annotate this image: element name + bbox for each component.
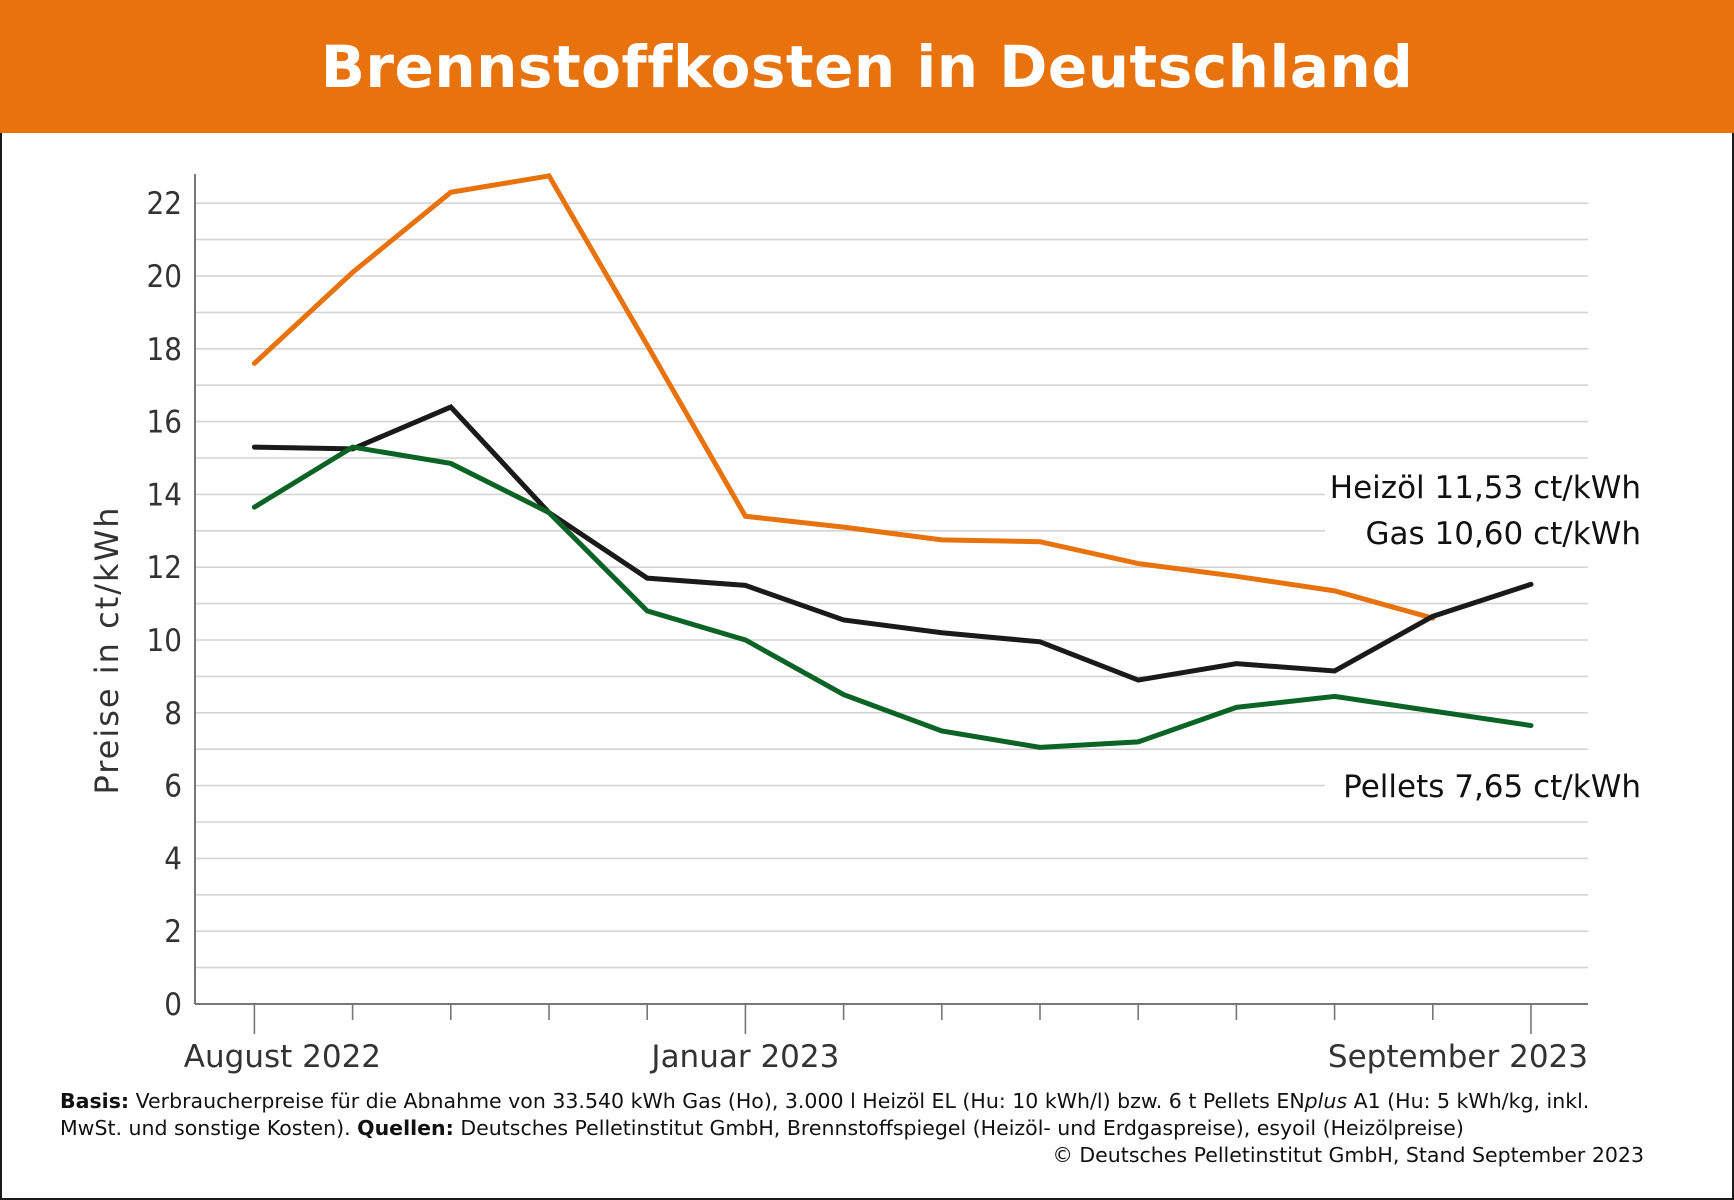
x-tick-label: August 2022 (184, 1039, 381, 1075)
chart-title: Brennstoffkosten in Deutschland (320, 32, 1414, 101)
y-tick-labels: 0 2 4 6 8 10 12 14 16 18 20 22 (147, 186, 182, 1023)
basis-text: Verbraucherpreise für die Abnahme von 33… (129, 1089, 1305, 1113)
label-background (1325, 765, 1645, 807)
series-lines (251, 173, 1534, 750)
y-tick-label: 12 (147, 550, 182, 586)
footer-basis: Basis: Verbraucherpreise für die Abnahme… (60, 1088, 1644, 1142)
label-background (1325, 512, 1645, 554)
y-tick-label: 8 (164, 696, 182, 732)
gridlines (195, 202, 1588, 969)
series-end-label: Heizöl 11,53 ct/kWh (1330, 470, 1641, 506)
axes (194, 174, 1588, 1005)
y-axis-label: Preise in ct/kWh (88, 505, 126, 794)
sources-text: Deutsches Pelletinstitut GmbH, Brennstof… (453, 1116, 1464, 1140)
series-end-labels: Gas 10,60 ct/kWh Heizöl 11,53 ct/kWh Pelle… (1325, 466, 1645, 807)
sources-label: Quellen: (357, 1116, 454, 1140)
y-tick-label: 6 (164, 769, 182, 805)
y-tick-label: 22 (147, 186, 182, 222)
x-ticks: August 2022 Januar 2023 September 2023 (184, 1004, 1588, 1075)
footer: Basis: Verbraucherpreise für die Abnahme… (60, 1088, 1644, 1169)
basis-text-2: A1 (Hu: 5 kWh/kg, inkl. MwSt. und sonsti… (60, 1089, 1590, 1140)
copyright: © Deutsches Pelletinstitut GmbH, Stand S… (1052, 1143, 1644, 1167)
y-tick-label: 18 (147, 332, 182, 368)
y-tick-label: 2 (164, 914, 182, 950)
y-tick-label: 16 (147, 405, 182, 441)
label-background (1325, 466, 1645, 508)
y-tick-label: 4 (164, 841, 182, 877)
y-tick-label: 14 (147, 477, 182, 513)
title-bar: Brennstoffkosten in Deutschland (0, 0, 1734, 133)
series-line-gas (251, 173, 1436, 621)
series-line-heizl (251, 404, 1534, 683)
y-tick-label: 10 (147, 623, 182, 659)
series-line-pellets (251, 444, 1534, 750)
y-tick-label: 0 (164, 987, 182, 1023)
x-tick-label: Januar 2023 (649, 1039, 839, 1075)
basis-italic: plus (1304, 1089, 1348, 1113)
basis-label: Basis: (60, 1089, 130, 1113)
y-tick-label: 20 (147, 259, 182, 295)
series-end-label: Pellets 7,65 ct/kWh (1343, 769, 1641, 805)
series-end-label: Gas 10,60 ct/kWh (1365, 516, 1641, 552)
x-tick-label: September 2023 (1328, 1039, 1588, 1075)
